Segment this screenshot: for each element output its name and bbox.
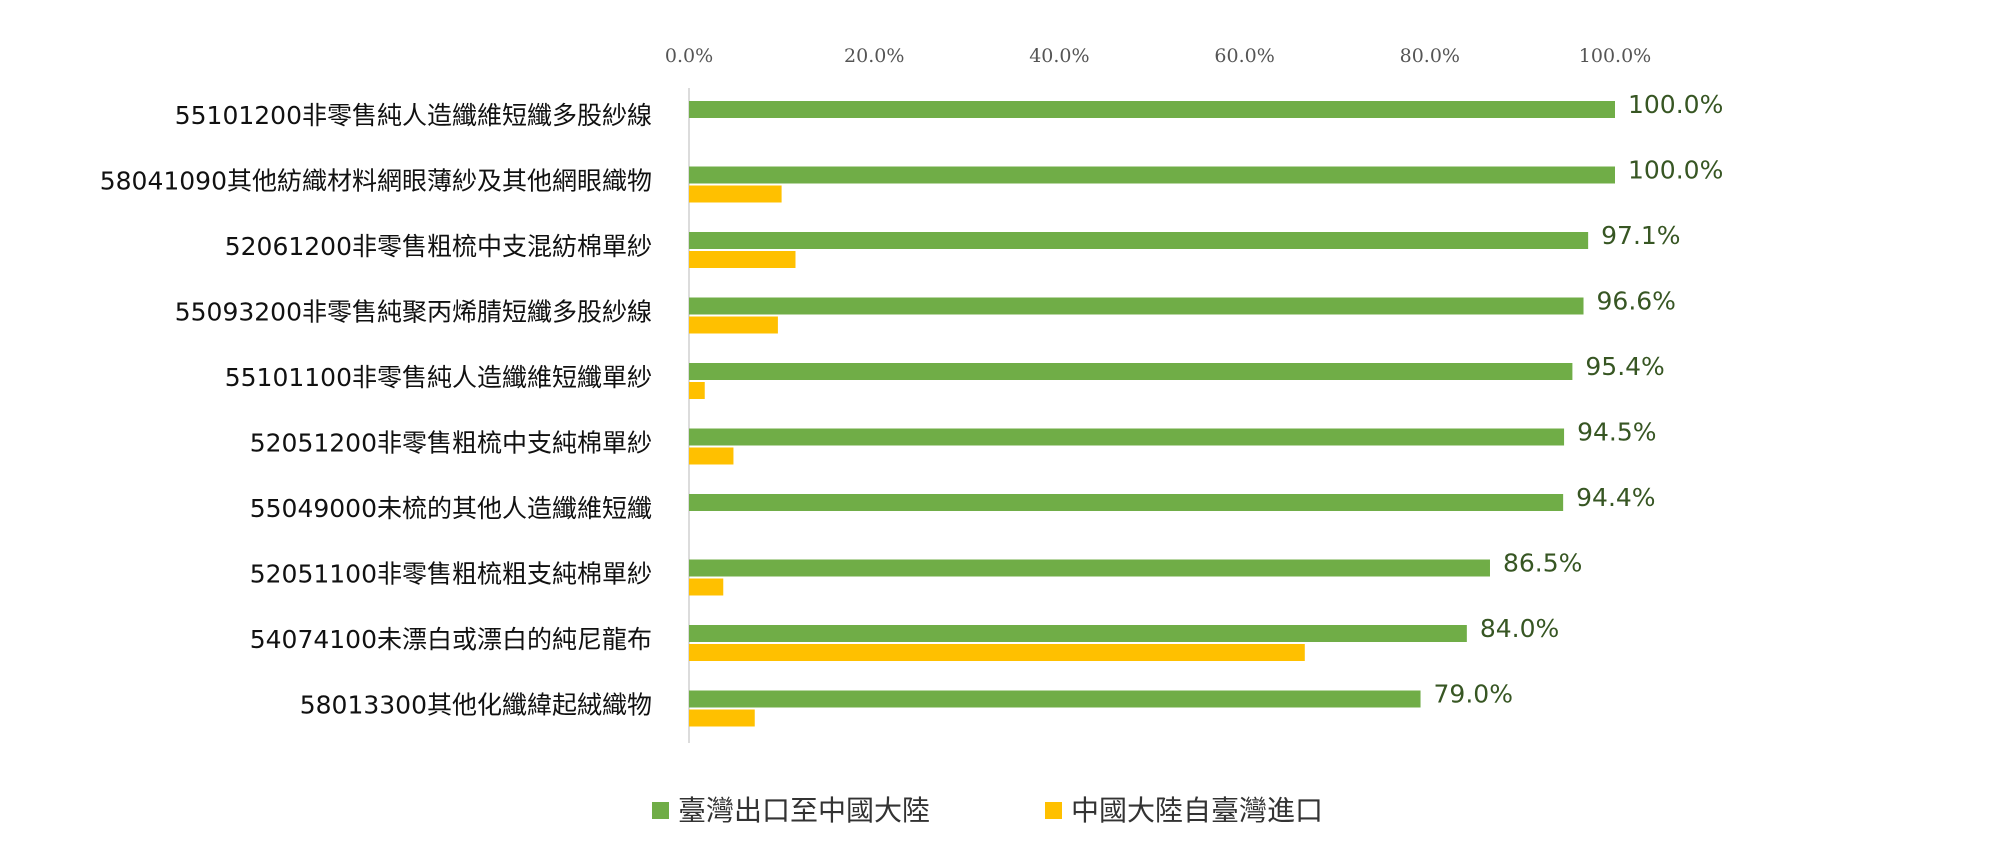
bar-import	[689, 185, 782, 203]
data-label: 79.0%	[1434, 680, 1513, 709]
legend-label: 中國大陸自臺灣進口	[1071, 794, 1323, 827]
x-axis-ticks: 0.0% 20.0% 40.0% 60.0% 80.0% 100.0%	[665, 45, 1651, 67]
data-label: 86.5%	[1503, 549, 1582, 578]
x-tick-label: 20.0%	[844, 45, 904, 67]
x-tick-label: 40.0%	[1029, 45, 1089, 67]
data-label: 100.0%	[1628, 156, 1723, 185]
category-label: 52051200非零售粗梳中支純棉單紗	[250, 429, 652, 458]
bar-export	[689, 297, 1584, 315]
bar-export	[689, 166, 1615, 184]
bar-export	[689, 559, 1490, 577]
x-tick-label: 0.0%	[665, 45, 713, 67]
bar-export	[689, 625, 1467, 642]
category-labels: 55101200非零售純人造纖維短纖多股紗線 58041090其他紡織材料網眼薄紗…	[100, 101, 652, 720]
category-label: 58013300其他化纖緯起絨織物	[300, 691, 652, 720]
category-label: 55101200非零售純人造纖維短纖多股紗線	[175, 101, 652, 130]
legend-swatch	[652, 802, 669, 819]
category-label: 55093200非零售純聚丙烯腈短纖多股紗線	[175, 298, 652, 327]
category-label: 52061200非零售粗梳中支混紡棉單紗	[225, 232, 652, 261]
data-label: 100.0%	[1628, 90, 1723, 119]
data-label: 94.5%	[1577, 418, 1656, 447]
x-tick-label: 80.0%	[1400, 45, 1460, 67]
category-label: 54074100未漂白或漂白的純尼龍布	[250, 625, 652, 654]
bars-group	[689, 101, 1615, 727]
x-tick-label: 60.0%	[1214, 45, 1274, 67]
data-label: 94.4%	[1576, 483, 1655, 512]
data-labels: 100.0% 100.0% 97.1% 96.6% 95.4% 94.5% 94.4% 86.…	[1434, 90, 1724, 709]
bar-import	[689, 578, 724, 596]
bar-export	[689, 363, 1573, 380]
bar-export	[689, 232, 1589, 249]
bar-export	[689, 494, 1564, 511]
bar-import	[689, 447, 734, 465]
legend: 臺灣出口至中國大陸 中國大陸自臺灣進口	[652, 794, 1323, 827]
data-label: 97.1%	[1601, 221, 1680, 250]
legend-swatch	[1045, 802, 1062, 819]
bar-import	[689, 382, 705, 399]
data-label: 96.6%	[1597, 287, 1676, 316]
legend-label: 臺灣出口至中國大陸	[678, 794, 930, 827]
bar-export	[689, 428, 1565, 446]
bar-export	[689, 101, 1615, 118]
data-label: 95.4%	[1585, 352, 1664, 381]
category-label: 55101100非零售純人造纖維短纖單紗	[225, 363, 652, 392]
bar-import	[689, 251, 796, 268]
bar-export	[689, 690, 1421, 708]
category-label: 52051100非零售粗梳粗支純棉單紗	[250, 560, 652, 589]
bar-import	[689, 644, 1305, 661]
bar-import	[689, 709, 755, 727]
x-tick-label: 100.0%	[1579, 45, 1651, 67]
bar-import	[689, 316, 778, 334]
data-label: 84.0%	[1480, 614, 1559, 643]
category-label: 55049000未梳的其他人造纖維短纖	[250, 494, 652, 523]
category-label: 58041090其他紡織材料網眼薄紗及其他網眼織物	[100, 167, 652, 196]
